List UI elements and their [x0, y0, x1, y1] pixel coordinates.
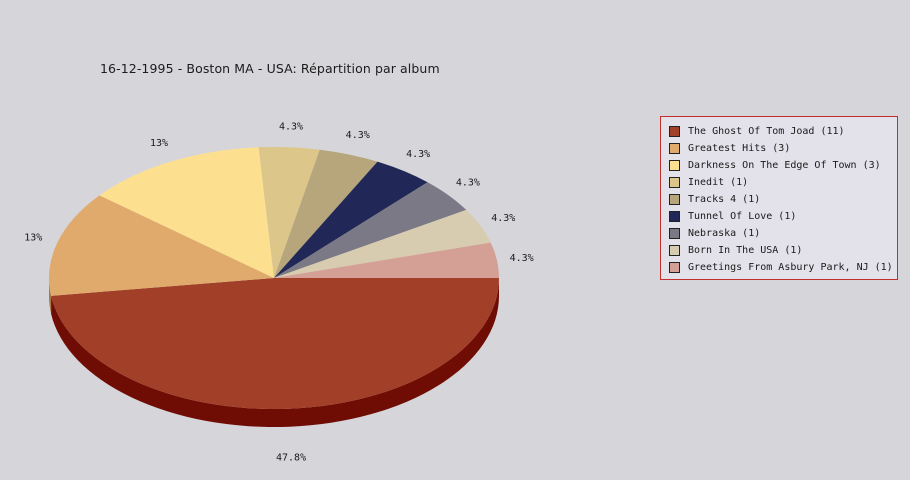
- legend-label: Inedit (1): [688, 177, 749, 188]
- pie-slice-greetings-from-asbury-park-nj-1: [274, 242, 499, 278]
- percent-label-inedit-1: 4.3%: [279, 121, 303, 132]
- legend-swatch: [669, 245, 680, 256]
- legend-swatch: [669, 126, 680, 137]
- legend-label: Darkness On The Edge Of Town (3): [688, 160, 881, 171]
- legend-item-the-ghost-of-tom-joad-11: The Ghost Of Tom Joad (11): [669, 123, 897, 140]
- pie-slice-greatest-hits-3: [49, 195, 274, 296]
- percent-label-greatest-hits-3: 13%: [24, 233, 42, 244]
- pie-slice-tunnel-of-love-1: [274, 161, 428, 278]
- legend-label: Born In The USA (1): [688, 245, 803, 256]
- legend-swatch: [669, 143, 680, 154]
- pie-slice-born-in-the-usa-1: [274, 209, 491, 278]
- legend-label: Tunnel Of Love (1): [688, 211, 797, 222]
- legend-swatch: [669, 160, 680, 171]
- legend-label: Tracks 4 (1): [688, 194, 761, 205]
- legend-label: Nebraska (1): [688, 228, 761, 239]
- legend-item-inedit-1: Inedit (1): [669, 174, 897, 191]
- pie-slice-the-ghost-of-tom-joad-11: [51, 278, 499, 409]
- pie-side-greatest-hits-3: [49, 278, 52, 314]
- percent-label-darkness-on-the-edge-of-town-3: 13%: [150, 138, 168, 149]
- legend-item-born-in-the-usa-1: Born In The USA (1): [669, 242, 897, 259]
- legend-swatch: [669, 177, 680, 188]
- legend-item-nebraska-1: Nebraska (1): [669, 225, 897, 242]
- legend-item-greatest-hits-3: Greatest Hits (3): [669, 140, 897, 157]
- pie-slices: [49, 147, 499, 409]
- legend-label: The Ghost Of Tom Joad (11): [688, 126, 845, 137]
- legend-item-tracks-4-1: Tracks 4 (1): [669, 191, 897, 208]
- legend-swatch: [669, 211, 680, 222]
- legend: The Ghost Of Tom Joad (11) Greatest Hits …: [660, 116, 898, 280]
- legend-item-tunnel-of-love-1: Tunnel Of Love (1): [669, 208, 897, 225]
- pie-slice-inedit-1: [258, 147, 320, 278]
- chart-title: 16-12-1995 - Boston MA - USA: Répartitio…: [100, 61, 440, 76]
- pie-slice-nebraska-1: [274, 182, 467, 278]
- legend-swatch: [669, 262, 680, 273]
- percent-label-tracks-4-1: 4.3%: [346, 130, 370, 141]
- legend-label: Greatest Hits (3): [688, 143, 791, 154]
- legend-swatch: [669, 194, 680, 205]
- pie-depth: [49, 278, 499, 427]
- legend-label: Greetings From Asbury Park, NJ (1): [688, 262, 893, 273]
- percent-label-greetings-from-asbury-park-nj-1: 4.3%: [510, 253, 534, 264]
- percent-label-the-ghost-of-tom-joad-11: 47.8%: [276, 453, 306, 464]
- percent-label-born-in-the-usa-1: 4.3%: [491, 213, 515, 224]
- percent-label-tunnel-of-love-1: 4.3%: [406, 149, 430, 160]
- legend-item-greetings-from-asbury-park-nj-1: Greetings From Asbury Park, NJ (1): [669, 259, 897, 276]
- legend-item-darkness-on-the-edge-of-town-3: Darkness On The Edge Of Town (3): [669, 157, 897, 174]
- percent-label-nebraska-1: 4.3%: [456, 177, 480, 188]
- legend-swatch: [669, 228, 680, 239]
- pie-slice-darkness-on-the-edge-of-town-3: [99, 147, 274, 278]
- pie-percent-labels: 47.8% 13% 13% 4.3% 4.3% 4.3% 4.3% 4.3% 4.3%: [24, 121, 533, 463]
- pie-slice-tracks-4-1: [274, 149, 378, 278]
